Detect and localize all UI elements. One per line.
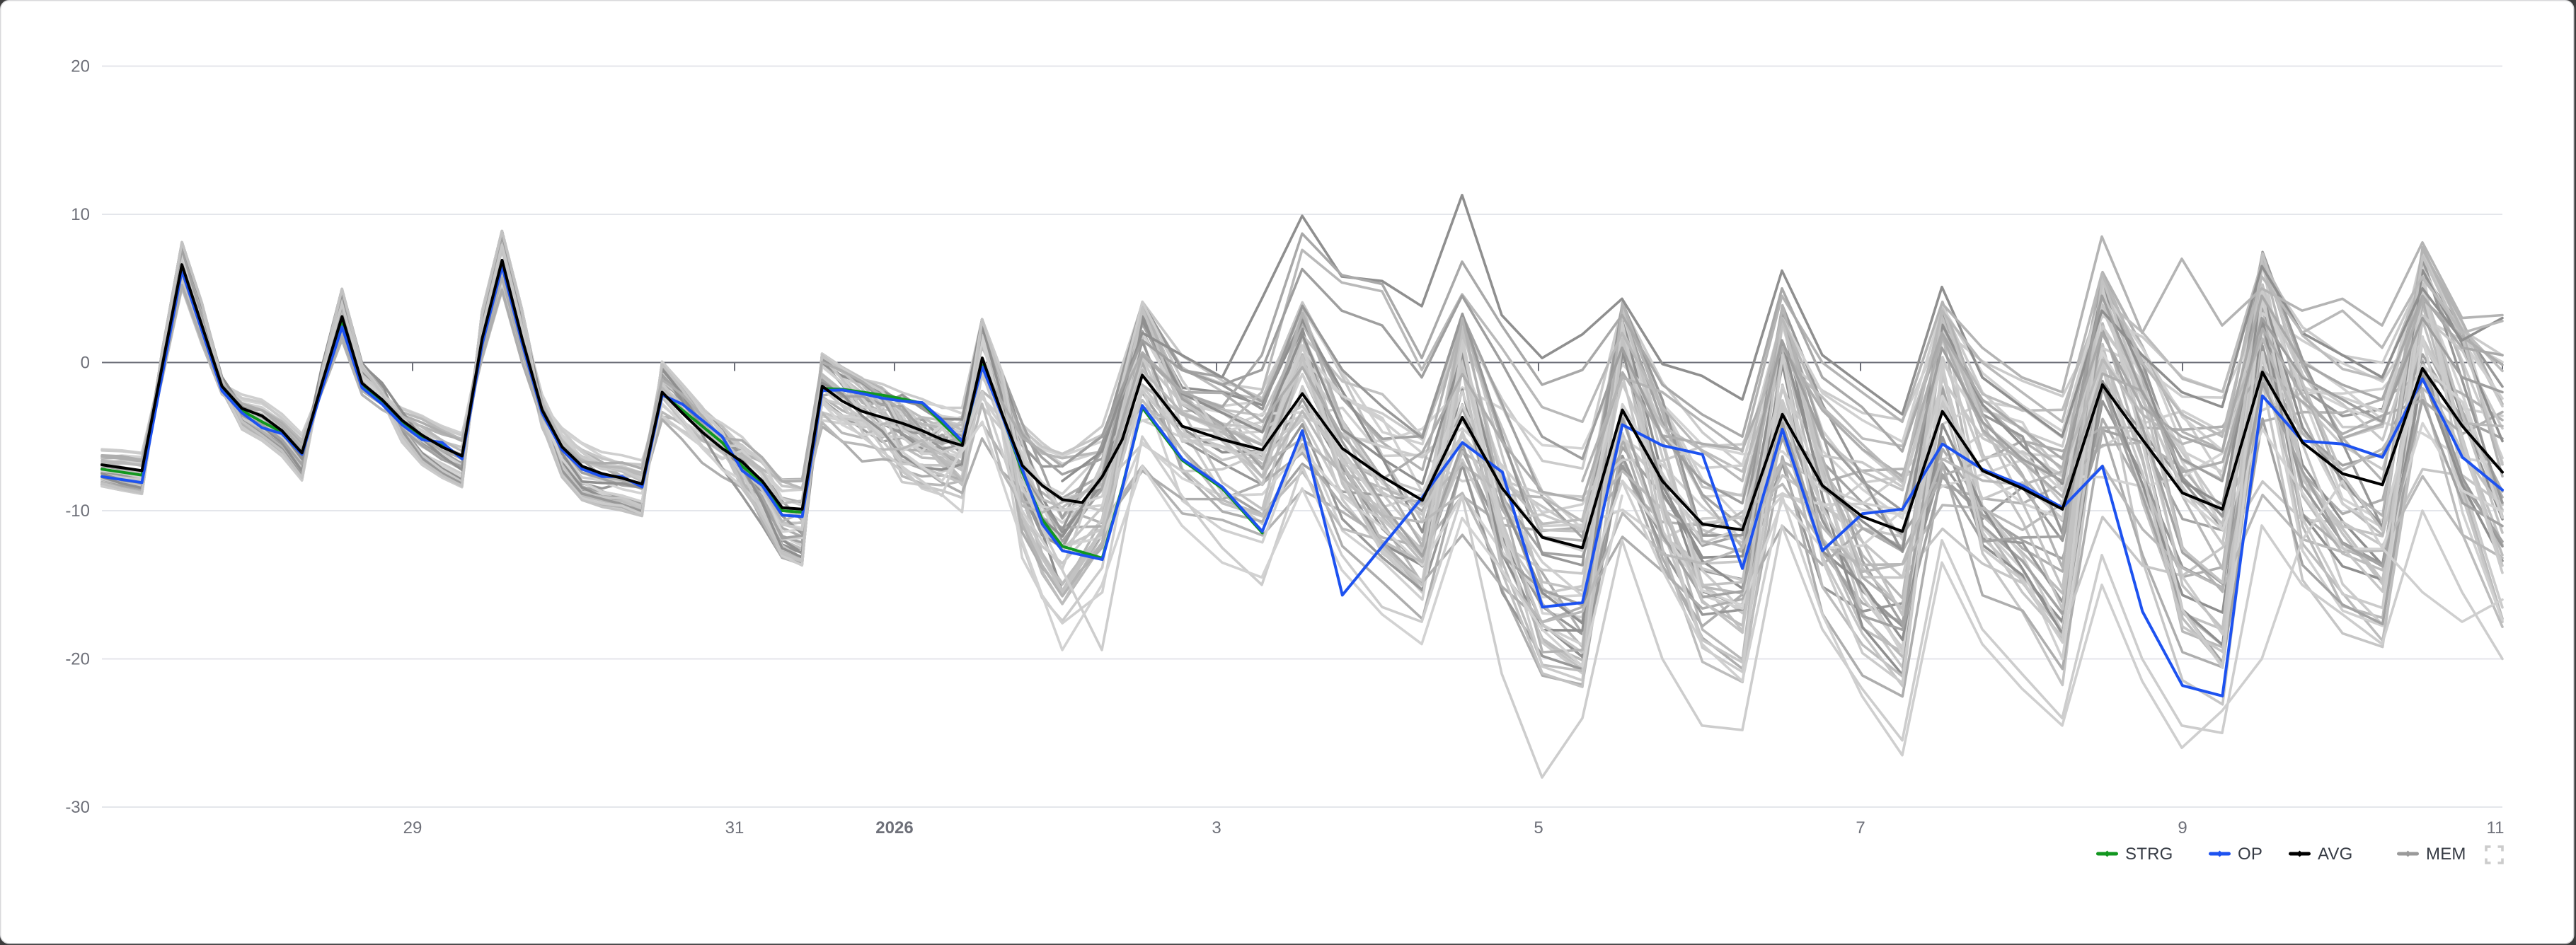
svg-text:9: 9 <box>2178 818 2187 837</box>
svg-text:MEM: MEM <box>2426 845 2466 864</box>
svg-text:10: 10 <box>71 205 90 224</box>
svg-text:7: 7 <box>1856 818 1865 837</box>
svg-text:11: 11 <box>2487 818 2505 837</box>
svg-text:31: 31 <box>725 818 744 837</box>
svg-text:-30: -30 <box>65 798 90 817</box>
svg-text:29: 29 <box>403 818 422 837</box>
svg-text:5: 5 <box>1534 818 1543 837</box>
svg-text:-20: -20 <box>65 650 90 669</box>
svg-text:STRG: STRG <box>2125 845 2173 864</box>
svg-text:AVG: AVG <box>2318 845 2353 864</box>
svg-text:-10: -10 <box>65 502 90 521</box>
svg-text:20: 20 <box>71 57 90 76</box>
svg-text:2026: 2026 <box>875 818 913 837</box>
svg-text:0: 0 <box>81 354 90 373</box>
svg-text:3: 3 <box>1212 818 1221 837</box>
svg-text:OP: OP <box>2238 845 2262 864</box>
